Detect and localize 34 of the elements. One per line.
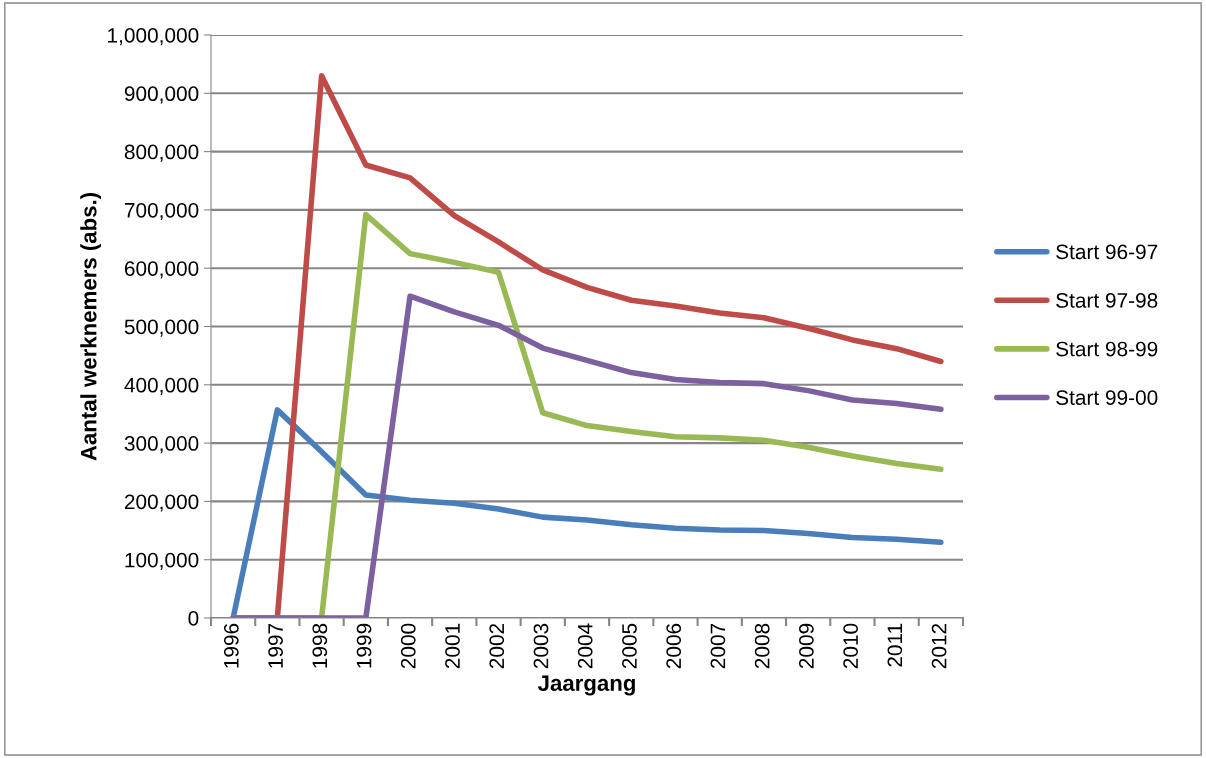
x-tick-label: 2003	[533, 623, 549, 669]
x-tick-label: 2012	[931, 623, 947, 669]
legend-label: Start 99-00	[1056, 390, 1158, 405]
x-tick-label: 1998	[312, 623, 328, 668]
x-tick-label: 1996	[223, 623, 239, 668]
x-tick-label: 2008	[754, 623, 770, 669]
y-tick-label: 800,000	[124, 144, 199, 162]
legend-label: Start 98-99	[1056, 341, 1158, 357]
x-tick-label: 2010	[843, 623, 858, 669]
x-tick-label: 2007	[710, 623, 726, 669]
y-tick-label: 700,000	[124, 202, 199, 221]
y-tick-label: 1,000,000	[108, 28, 199, 46]
y-tick-label: 300,000	[124, 436, 199, 454]
x-tick-label: 1997	[268, 623, 283, 668]
y-tick-label: 200,000	[124, 494, 199, 512]
x-tick-label: 2006	[666, 623, 682, 669]
x-axis-title: Jaargang	[537, 675, 635, 696]
y-axis-title: Aantal werknemers (abs.)	[80, 192, 101, 461]
y-tick-label: 100,000	[125, 552, 199, 570]
x-tick-label: 2005	[622, 623, 637, 669]
y-tick-label: 500,000	[124, 319, 199, 337]
y-tick-label: 0	[188, 611, 199, 626]
x-tick-label: 2004	[577, 623, 593, 669]
x-tick-label: 2000	[400, 623, 416, 669]
x-tick-label: 1999	[356, 623, 372, 668]
y-tick-label: 600,000	[124, 261, 199, 279]
x-tick-label: 2002	[489, 623, 505, 669]
x-tick-label: 2001	[445, 623, 460, 669]
legend-label: Start 96-97	[1056, 244, 1158, 260]
legend-label: Start 97-98	[1056, 293, 1158, 308]
y-tick-label: 900,000	[124, 86, 199, 104]
x-tick-label: 2009	[799, 623, 814, 669]
y-tick-label: 400,000	[124, 377, 199, 396]
x-tick-label: 2011	[887, 623, 903, 667]
